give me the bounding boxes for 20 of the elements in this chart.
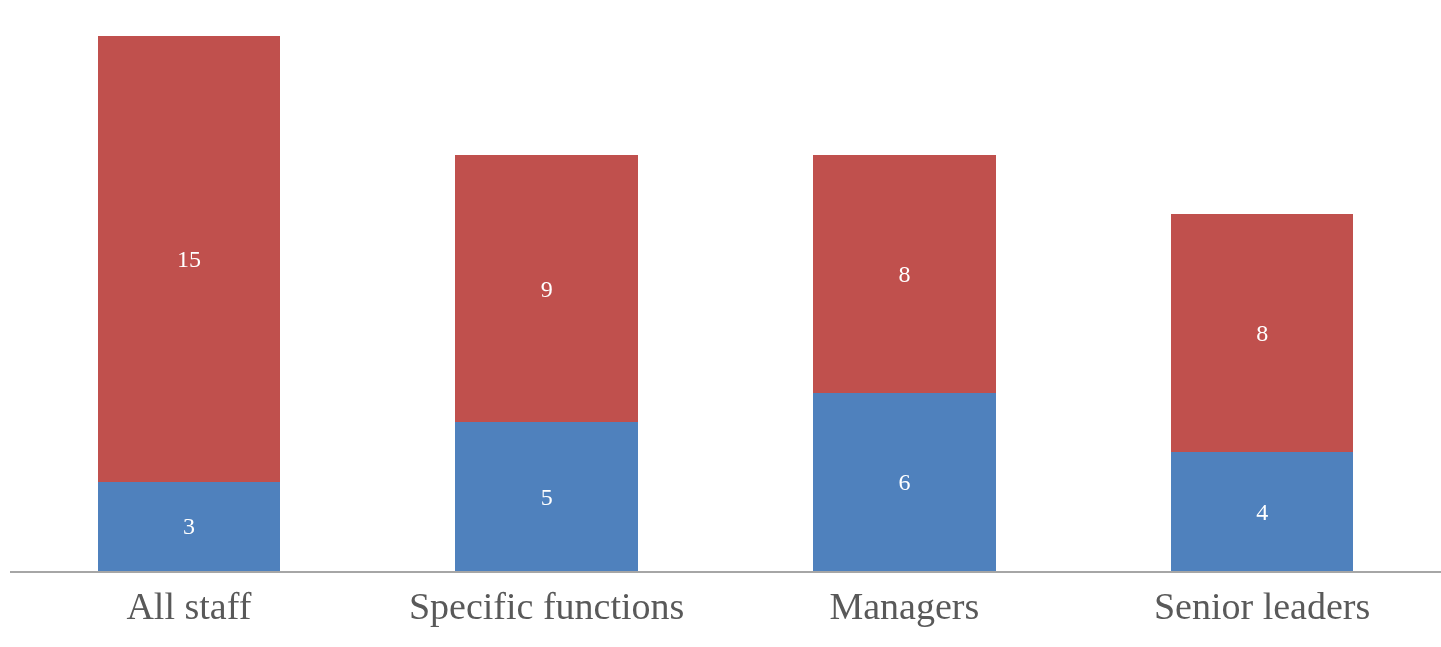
bar xyxy=(455,422,638,571)
data-label: 4 xyxy=(1256,498,1269,525)
bar xyxy=(813,155,996,393)
bar xyxy=(1170,452,1354,571)
data-label: 8 xyxy=(898,260,911,287)
x-tick-label: All staff xyxy=(126,584,252,627)
data-label: 3 xyxy=(182,513,195,540)
data-label: 9 xyxy=(540,275,553,302)
x-tick-label: Managers xyxy=(829,584,980,627)
data-label: 5 xyxy=(540,483,553,510)
x-tick-label: Specific functions xyxy=(408,584,685,627)
data-label: 8 xyxy=(1256,320,1269,347)
bar xyxy=(97,36,281,482)
bar xyxy=(97,481,281,571)
data-label: 6 xyxy=(898,468,911,495)
bar xyxy=(455,155,638,423)
bar xyxy=(813,392,996,571)
x-tick-label: Senior leaders xyxy=(1153,584,1371,627)
data-label: 15 xyxy=(176,246,201,273)
bar xyxy=(1170,214,1354,453)
